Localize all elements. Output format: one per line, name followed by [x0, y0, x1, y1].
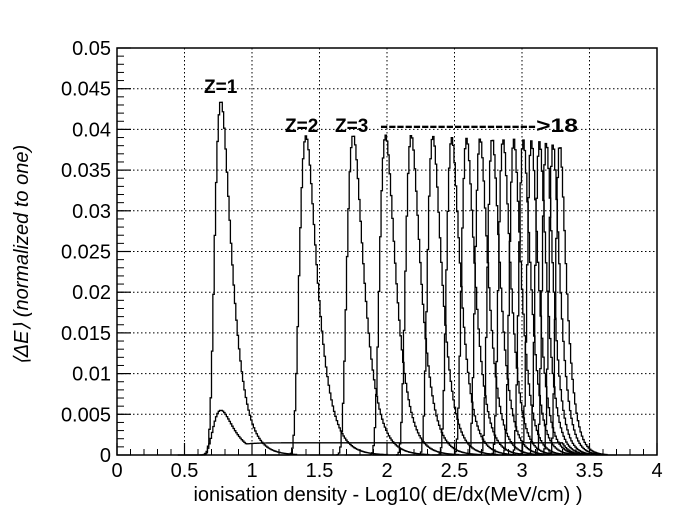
series-z15-curve [510, 141, 594, 456]
series-z13-curve [493, 139, 579, 456]
x-tick-label: 3.5 [576, 460, 604, 482]
chart-series-group [177, 101, 617, 456]
series-z1-curve [177, 101, 298, 456]
y-tick-label: 0.035 [61, 160, 111, 182]
annotation-z2: Z=2 [285, 116, 318, 137]
series-z16-curve [518, 142, 597, 456]
x-tick-labels: 0 0.5 1 1.5 2 2.5 3 3.5 4 [111, 460, 662, 482]
x-tick-label: 1 [246, 460, 257, 482]
series-z12-curve [483, 138, 570, 456]
x-tick-label: 0.5 [171, 460, 199, 482]
series-z7-curve [416, 136, 517, 456]
x-tick-label: 2.5 [441, 460, 469, 482]
grid-lines [117, 48, 657, 455]
axis-ticks [116, 47, 658, 456]
y-tick-label: 0.02 [72, 282, 111, 304]
series-z17-curve [524, 144, 604, 456]
y-tick-label: 0.025 [61, 242, 111, 264]
series-z11-curve [471, 139, 560, 456]
series-low-curve [177, 409, 617, 456]
series-z9-curve [446, 138, 541, 456]
series-z18-curve [532, 147, 608, 456]
y-tick-label: 0.05 [72, 38, 111, 60]
y-tick-label: 0.015 [61, 323, 111, 345]
x-tick-label: 0 [111, 460, 122, 482]
x-tick-label: 2 [381, 460, 392, 482]
y-tick-label: 0 [100, 445, 111, 467]
x-axis-title: ionisation density - Log10( dE/dx(MeV/cm… [193, 484, 582, 506]
x-tick-label: 1.5 [306, 460, 334, 482]
annotation-z-range: ------------------->18 [380, 116, 578, 137]
y-axis-title: ⟨ΔE⟩ (normalized to one) [11, 145, 33, 365]
series-z6-curve [396, 135, 499, 456]
series-z2-curve [260, 135, 389, 456]
annotation-z1: Z=1 [204, 77, 238, 98]
annotation-z3: Z=3 [335, 116, 368, 137]
y-tick-label: 0.04 [72, 119, 111, 141]
series-z4-curve [344, 134, 460, 456]
y-tick-label: 0.03 [72, 201, 111, 223]
series-z5-curve [372, 135, 481, 456]
x-tick-label: 3 [516, 460, 527, 482]
x-tick-label: 4 [651, 460, 662, 482]
y-tick-label: 0.045 [61, 79, 111, 101]
y-tick-label: 0.01 [72, 364, 111, 386]
y-tick-label: 0.005 [61, 404, 111, 426]
y-tick-labels: 0 0.005 0.01 0.015 0.02 0.025 0.03 0.035 0.04 0.0… [61, 38, 111, 467]
series-z3-curve [310, 135, 430, 456]
